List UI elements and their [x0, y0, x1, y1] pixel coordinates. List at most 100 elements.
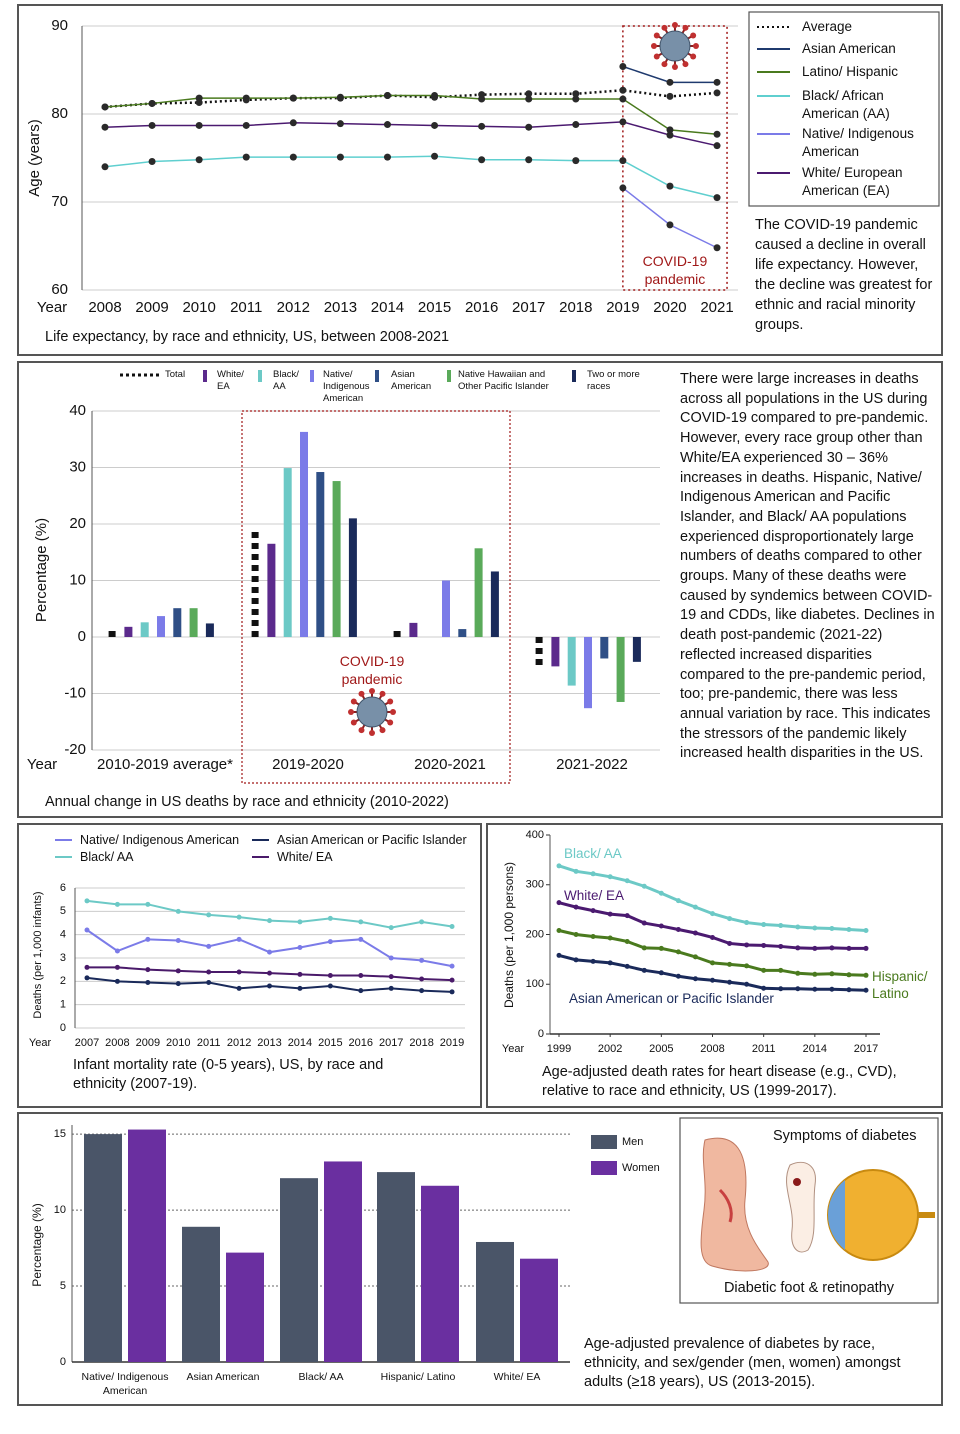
series-line — [104, 88, 718, 109]
pandemic-box — [241, 410, 511, 784]
bar — [348, 518, 357, 637]
y-tick-label: 10 — [69, 571, 86, 588]
point — [267, 970, 273, 976]
legend-label: White/ EA — [217, 369, 244, 392]
x-tick-label: 2012 — [277, 299, 310, 316]
point — [449, 977, 455, 983]
y-tick-label: 40 — [69, 402, 86, 419]
point — [590, 908, 596, 914]
y-axis-label: Percentage (%) — [33, 518, 50, 622]
point — [297, 919, 303, 925]
x-tick-label: 2009 — [136, 1037, 160, 1049]
point — [692, 954, 698, 960]
point — [692, 930, 698, 936]
point — [863, 945, 869, 951]
legend-label: Asian American or Pacific Islander — [277, 833, 467, 847]
point — [573, 932, 579, 937]
point — [195, 156, 203, 164]
point — [195, 121, 203, 129]
point — [206, 980, 212, 985]
sole — [786, 1161, 816, 1253]
point — [358, 919, 364, 925]
legend-swatch — [375, 370, 379, 382]
point — [812, 971, 818, 977]
virus-spike-tip — [671, 22, 678, 28]
point — [641, 967, 647, 973]
series-label: Black/ AA — [564, 846, 622, 861]
y-tick-label: 3 — [60, 952, 66, 964]
point — [675, 973, 681, 979]
y-tick-label: 20 — [69, 515, 86, 532]
point — [778, 967, 784, 973]
point — [795, 924, 801, 930]
bar — [267, 543, 276, 637]
x-tick-label: 2007 — [75, 1037, 99, 1049]
point — [148, 121, 156, 129]
point — [431, 121, 439, 129]
x-tick-label: 2013 — [324, 299, 357, 316]
x-tick-label: 2019-2020 — [272, 756, 344, 773]
x-axis-label: Year — [502, 1043, 525, 1055]
point — [383, 92, 391, 100]
point — [525, 156, 533, 164]
legend-label: Black/ AA — [80, 850, 134, 864]
point — [175, 981, 181, 987]
point — [666, 126, 674, 134]
y-tick-label: 0 — [78, 628, 86, 645]
point — [525, 95, 533, 103]
point — [666, 182, 674, 190]
x-tick-label: 2014 — [803, 1043, 827, 1055]
panel — [17, 4, 943, 356]
x-axis-label: Year — [27, 756, 57, 773]
bar — [226, 1252, 264, 1362]
point — [572, 95, 580, 103]
y-tick-label: 300 — [526, 879, 544, 891]
caption: Life expectancy, by race and ethnicity, … — [45, 329, 450, 345]
y-tick-label: 5 — [60, 905, 66, 917]
point — [727, 961, 733, 967]
point — [619, 86, 627, 94]
caption: Annual change in US deaths by race and e… — [45, 794, 449, 810]
point — [675, 898, 681, 904]
point — [795, 986, 801, 992]
point — [478, 122, 486, 130]
point — [358, 973, 364, 978]
point — [327, 915, 333, 921]
point — [297, 945, 303, 950]
point — [289, 119, 297, 127]
legend-label: Black/ African American (AA) — [802, 88, 890, 121]
y-tick-label: 200 — [526, 928, 544, 940]
x-tick-label: 2008 — [105, 1037, 129, 1049]
point — [383, 153, 391, 161]
x-tick-label: 2017 — [379, 1037, 403, 1049]
x-tick-label: 2019 — [606, 299, 639, 316]
panel-frames — [17, 4, 943, 1406]
point — [449, 924, 455, 929]
bar — [157, 616, 165, 637]
legend-label: Native Hawaiian and Other Pacific Island… — [458, 369, 549, 392]
point — [556, 900, 562, 906]
virus-spike-tip — [390, 709, 396, 715]
y-tick-label: 2 — [60, 975, 66, 987]
point — [829, 945, 835, 951]
sole-wound — [793, 1178, 801, 1186]
point — [863, 972, 869, 978]
point — [795, 945, 801, 951]
x-tick-label: 2015 — [318, 1037, 342, 1049]
y-tick-label: 10 — [54, 1204, 66, 1216]
point — [572, 121, 580, 129]
point — [388, 974, 394, 980]
x-tick-label: 2019 — [440, 1037, 464, 1049]
y-tick-label: 1 — [60, 999, 66, 1011]
point — [710, 934, 715, 940]
point — [675, 927, 681, 933]
panel — [486, 823, 943, 1108]
point — [84, 964, 90, 970]
point — [624, 963, 630, 969]
x-tick-label: 2010 — [166, 1037, 190, 1049]
virus-spike-tip — [350, 719, 357, 726]
point — [744, 981, 750, 987]
x-tick-label: 2017 — [854, 1043, 878, 1055]
y-tick-label: 0 — [60, 1022, 66, 1034]
point — [175, 938, 181, 943]
